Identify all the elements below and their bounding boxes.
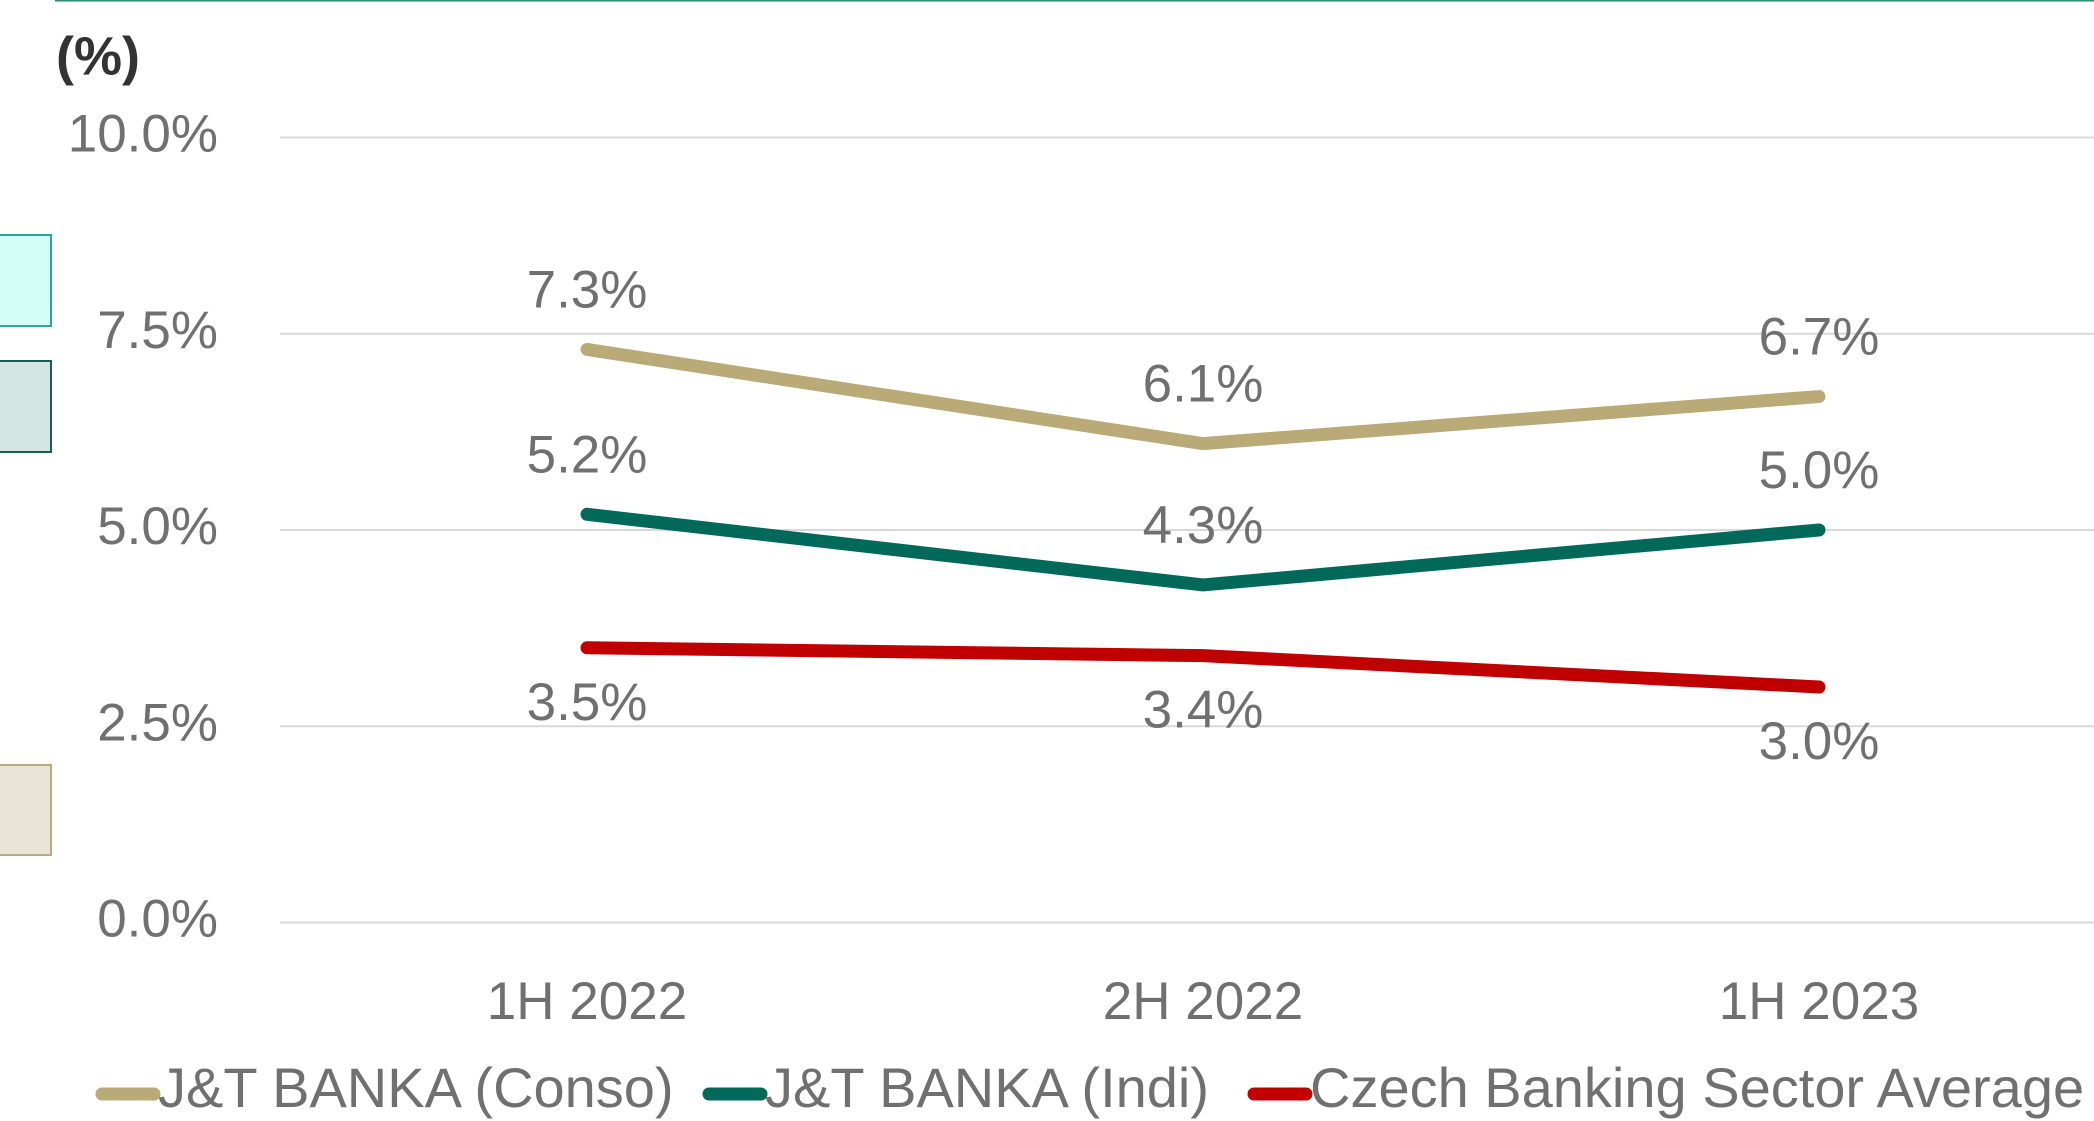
data-label: 4.3% (1143, 496, 1264, 555)
data-label: 3.4% (1143, 681, 1264, 740)
legend-label: Czech Banking Sector Average (1310, 1056, 2084, 1119)
data-label: 6.7% (1759, 308, 1880, 367)
data-label: 3.5% (527, 673, 648, 732)
side-box (0, 360, 52, 453)
y-tick-label: 0.0% (97, 890, 218, 949)
data-label: 6.1% (1143, 355, 1264, 414)
series-line (580, 507, 1826, 592)
side-box (0, 764, 52, 856)
series-line (580, 641, 1826, 694)
x-tick-label: 1H 2023 (1719, 972, 1919, 1031)
legend-label: J&T BANKA (Conso) (158, 1056, 674, 1119)
data-label: 5.0% (1759, 441, 1880, 500)
y-tick-label: 7.5% (97, 301, 218, 360)
data-label: 5.2% (527, 425, 648, 484)
data-label: 7.3% (527, 260, 648, 319)
y-tick-label: 2.5% (97, 693, 218, 752)
y-tick-label: 5.0% (97, 497, 218, 556)
legend-label: J&T BANKA (Indi) (765, 1056, 1209, 1119)
data-label: 3.0% (1759, 712, 1880, 771)
y-tick-label: 10.0% (68, 105, 218, 164)
x-tick-label: 1H 2022 (487, 972, 687, 1031)
chart-title: (%) (56, 26, 140, 86)
x-tick-label: 2H 2022 (1103, 972, 1303, 1031)
side-box (0, 234, 52, 327)
series-line (580, 342, 1826, 451)
